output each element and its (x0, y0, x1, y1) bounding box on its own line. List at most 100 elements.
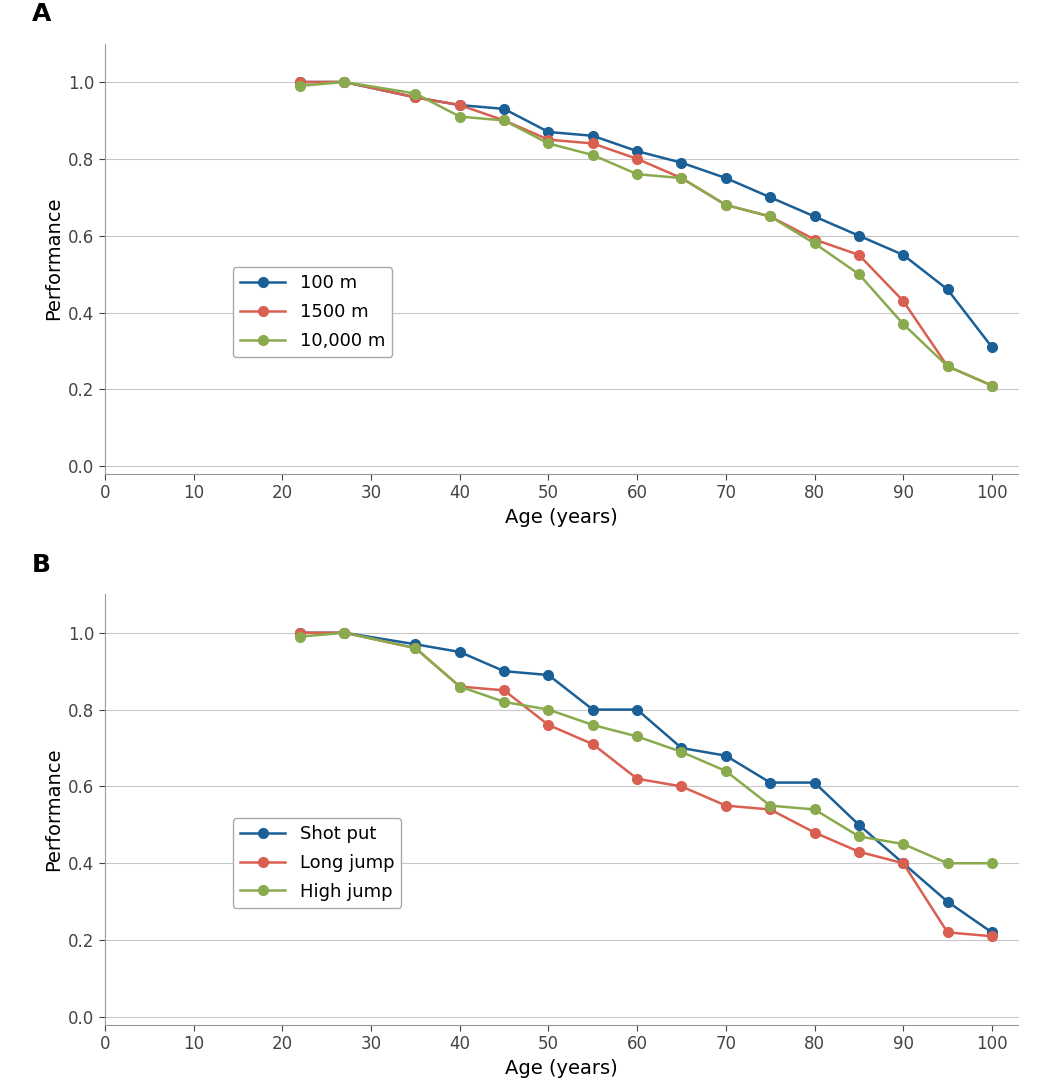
High jump (941, 857, 953, 870)
Long jump (941, 925, 953, 938)
High jump (853, 829, 865, 843)
10,000 m (410, 87, 422, 100)
Long jump (338, 627, 351, 640)
Line: High jump: High jump (295, 628, 996, 868)
High jump (454, 680, 466, 693)
10,000 m (542, 137, 554, 150)
High jump (498, 695, 510, 708)
1500 m (763, 210, 776, 223)
X-axis label: Age (years): Age (years) (505, 1058, 618, 1078)
Long jump (410, 642, 422, 655)
10,000 m (498, 113, 510, 126)
Long jump (587, 738, 600, 751)
Shot put (763, 776, 776, 789)
High jump (986, 857, 999, 870)
Long jump (498, 683, 510, 697)
10,000 m (631, 168, 644, 181)
High jump (338, 627, 351, 640)
1500 m (675, 171, 688, 184)
100 m (498, 102, 510, 116)
Shot put (542, 668, 554, 681)
10,000 m (808, 237, 821, 250)
100 m (808, 210, 821, 223)
1500 m (410, 90, 422, 104)
Legend: 100 m, 1500 m, 10,000 m: 100 m, 1500 m, 10,000 m (233, 267, 393, 358)
100 m (410, 90, 422, 104)
Shot put (897, 857, 909, 870)
Long jump (631, 772, 644, 785)
Text: A: A (32, 2, 51, 26)
100 m (294, 75, 307, 88)
1500 m (853, 249, 865, 262)
100 m (587, 130, 600, 143)
High jump (410, 642, 422, 655)
Shot put (294, 627, 307, 640)
10,000 m (338, 75, 351, 88)
High jump (763, 799, 776, 812)
X-axis label: Age (years): Age (years) (505, 508, 618, 526)
Shot put (410, 638, 422, 651)
100 m (986, 340, 999, 353)
High jump (808, 803, 821, 816)
1500 m (587, 137, 600, 150)
Long jump (853, 845, 865, 858)
Long jump (763, 803, 776, 816)
100 m (631, 145, 644, 158)
Shot put (808, 776, 821, 789)
Shot put (941, 895, 953, 908)
Line: Shot put: Shot put (295, 628, 996, 937)
100 m (542, 125, 554, 138)
10,000 m (294, 80, 307, 93)
100 m (338, 75, 351, 88)
1500 m (498, 113, 510, 126)
1500 m (631, 153, 644, 166)
Long jump (719, 799, 732, 812)
1500 m (542, 133, 554, 146)
10,000 m (853, 267, 865, 280)
Line: Long jump: Long jump (295, 628, 996, 941)
100 m (763, 191, 776, 204)
Shot put (986, 925, 999, 938)
Long jump (808, 826, 821, 839)
Shot put (853, 819, 865, 832)
10,000 m (587, 148, 600, 161)
Y-axis label: Performance: Performance (44, 197, 63, 320)
100 m (897, 249, 909, 262)
10,000 m (719, 198, 732, 211)
Long jump (986, 930, 999, 943)
Long jump (454, 680, 466, 693)
Shot put (338, 627, 351, 640)
10,000 m (763, 210, 776, 223)
Shot put (675, 741, 688, 754)
10,000 m (986, 379, 999, 392)
Long jump (294, 627, 307, 640)
100 m (853, 229, 865, 242)
100 m (719, 171, 732, 184)
High jump (675, 746, 688, 759)
100 m (941, 283, 953, 296)
Shot put (719, 749, 732, 762)
High jump (542, 703, 554, 716)
10,000 m (675, 171, 688, 184)
10,000 m (454, 110, 466, 123)
High jump (294, 630, 307, 643)
Shot put (631, 703, 644, 716)
Legend: Shot put, Long jump, High jump: Shot put, Long jump, High jump (233, 818, 401, 908)
High jump (897, 837, 909, 850)
High jump (587, 718, 600, 731)
1500 m (454, 98, 466, 111)
Shot put (587, 703, 600, 716)
10,000 m (941, 360, 953, 373)
1500 m (294, 75, 307, 88)
1500 m (897, 294, 909, 307)
1500 m (719, 198, 732, 211)
Line: 1500 m: 1500 m (295, 77, 996, 390)
Y-axis label: Performance: Performance (44, 748, 63, 871)
Text: B: B (32, 553, 50, 577)
Shot put (498, 665, 510, 678)
10,000 m (897, 317, 909, 330)
1500 m (808, 233, 821, 246)
High jump (631, 730, 644, 743)
1500 m (338, 75, 351, 88)
Line: 10,000 m: 10,000 m (295, 77, 996, 390)
